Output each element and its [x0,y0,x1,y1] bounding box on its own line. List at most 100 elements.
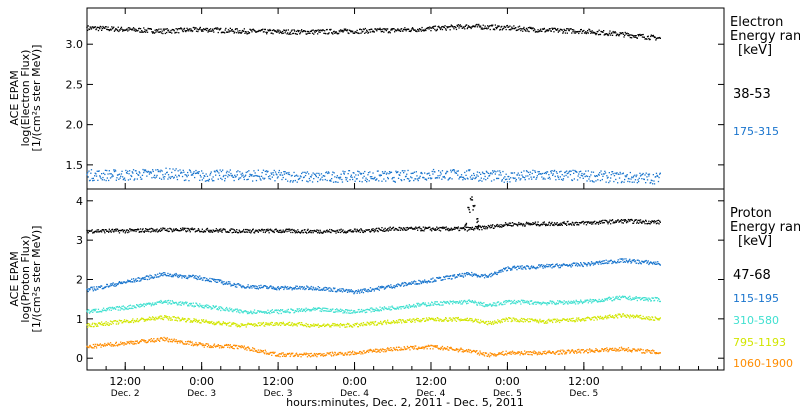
data-point [233,229,235,231]
data-point [607,297,609,299]
data-point [511,301,514,303]
data-point [522,28,524,30]
data-point [239,30,241,32]
data-point [199,27,201,29]
data-point [409,180,411,182]
data-point [340,290,342,292]
data-point [138,171,140,173]
data-point [429,226,431,228]
data-point [155,176,158,178]
data-point [520,268,523,270]
data-point [434,28,436,31]
data-point [264,312,266,314]
data-point [344,230,346,232]
data-point [245,174,247,176]
data-point [251,174,253,176]
data-point [550,172,552,174]
data-point [309,175,312,178]
data-point [97,170,100,172]
data-point [442,304,444,306]
data-point [539,225,541,227]
data-point [139,306,141,308]
data-point [657,300,659,302]
data-point [99,286,101,288]
data-point [242,30,244,32]
data-point [316,172,318,174]
data-point [136,304,138,306]
data-point [194,228,196,230]
data-point [163,178,165,180]
data-point [476,26,479,28]
data-point [466,273,468,276]
data-point [574,303,577,305]
data-point [168,230,170,232]
data-point [276,174,278,176]
data-point [299,232,302,234]
data-point [484,305,486,307]
data-point [448,303,451,305]
data-point [90,27,92,29]
data-point [92,177,94,179]
data-point [193,277,195,279]
data-point [494,170,496,172]
data-point [432,26,434,28]
data-point [308,177,310,180]
data-point [645,38,647,40]
data-point [342,312,344,314]
data-point [228,310,230,312]
data-point [635,219,637,221]
data-point [442,279,444,281]
data-point [109,177,112,179]
data-point [115,283,117,285]
data-point [181,277,183,279]
data-point [179,28,181,30]
data-point [541,264,543,266]
data-point [551,170,553,172]
data-point [588,262,590,264]
data-point [497,225,500,227]
data-point [319,179,321,181]
data-point [297,231,300,233]
data-point [337,311,339,313]
data-point [565,223,567,225]
data-point [220,230,223,232]
data-point [634,260,637,262]
data-point [433,302,435,305]
data-point [515,27,517,29]
data-point [517,223,519,225]
data-point [149,302,151,304]
data-point [564,303,566,305]
data-point [657,180,660,183]
data-point [518,28,520,31]
data-point [638,34,640,36]
data-point [362,325,364,327]
data-point [110,323,112,325]
data-point [206,279,209,282]
data-point [276,230,278,232]
data-point [499,226,501,228]
data-point [522,176,524,178]
data-point [269,178,272,180]
data-point [273,287,275,289]
data-point [133,179,135,181]
data-point [243,30,245,32]
data-point [610,34,612,36]
data-point [94,26,96,28]
data-point [131,229,133,231]
data-point [152,302,154,304]
data-point [247,31,249,33]
data-point [418,303,421,305]
data-point [176,176,178,178]
data-point [494,302,496,304]
data-point [476,304,479,306]
data-point [87,326,89,328]
data-point [302,325,305,327]
data-point [229,281,231,283]
data-point [594,263,596,265]
data-point [273,174,275,176]
data-point [520,171,523,173]
data-point [519,179,521,181]
data-point [592,262,594,264]
data-point [147,229,149,231]
